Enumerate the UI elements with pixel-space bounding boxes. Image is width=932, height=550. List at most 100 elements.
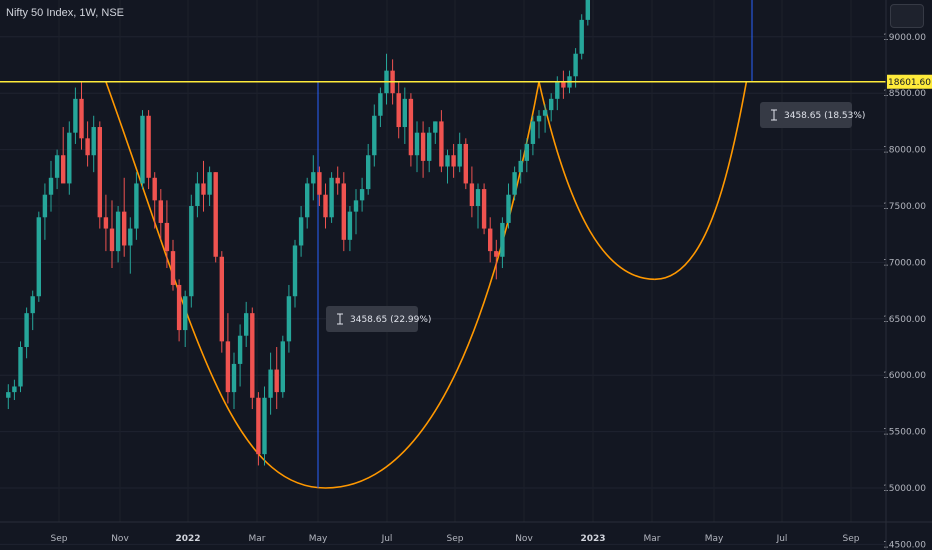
cup-curve-left-b: [325, 81, 540, 489]
candle-body: [512, 172, 517, 195]
candle-body: [286, 296, 292, 342]
candle-body: [561, 81, 566, 88]
candle-body: [445, 155, 450, 167]
candle-body: [506, 194, 511, 223]
horizontal-levels[interactable]: 22140.9018601.6019749.252d 23h: [0, 0, 932, 89]
candle-body: [268, 369, 273, 398]
candle-body: [262, 397, 267, 455]
x-tick-label: May: [309, 534, 328, 544]
measure-label-box: [326, 306, 418, 332]
candle-body: [97, 127, 102, 218]
measure-label-2: 3458.65 (18.53%): [760, 102, 865, 128]
candle-body: [280, 341, 285, 393]
y-tick-label: 18500.00: [883, 89, 926, 99]
candle-body: [585, 0, 590, 20]
candle-body: [494, 251, 499, 257]
candle-body: [298, 217, 304, 246]
x-tick-label: Mar: [644, 534, 661, 544]
candle-body: [91, 127, 96, 156]
candle-body: [481, 189, 487, 229]
candle-body: [170, 251, 176, 285]
support-level-tag: [887, 74, 932, 89]
candle-body: [433, 121, 438, 133]
y-tick-label: 16000.00: [883, 371, 926, 381]
candle-body: [518, 160, 523, 173]
candle-body: [396, 93, 401, 128]
candle-body: [158, 200, 163, 223]
candle-body: [152, 177, 157, 201]
y-tick-label: 18000.00: [883, 146, 926, 156]
candle-body: [250, 313, 255, 398]
candle-body: [42, 194, 48, 218]
candle-body: [427, 132, 432, 161]
measure-label-box: [760, 102, 852, 128]
cup-curve-right-a: [538, 81, 655, 281]
candle-body: [542, 110, 548, 116]
candle-body: [48, 177, 54, 195]
y-tick-label: 14500.00: [883, 540, 926, 550]
candle-body: [329, 177, 334, 218]
candle-body: [164, 222, 170, 252]
y-tick-label: 19000.00: [883, 33, 926, 43]
candle-body: [475, 189, 481, 206]
x-tick-label: Nov: [111, 534, 129, 544]
x-tick-label: Sep: [51, 534, 68, 544]
x-tick-label: Sep: [843, 534, 860, 544]
candle-body: [18, 347, 23, 387]
candlesticks: [6, 0, 590, 466]
candle-body: [305, 183, 310, 218]
candle-body: [347, 211, 353, 240]
candle-body: [311, 172, 316, 184]
candle-body: [134, 183, 139, 229]
candle-body: [195, 183, 200, 206]
candle-body: [451, 155, 456, 167]
candle-body: [524, 143, 529, 161]
candle-body: [256, 397, 261, 455]
x-tick-label: Nov: [515, 534, 533, 544]
candle-body: [176, 284, 182, 331]
candle-body: [6, 392, 11, 398]
candle-body: [372, 115, 377, 156]
x-tick-label: Jul: [776, 534, 788, 544]
candle-body: [579, 19, 584, 54]
candle-body: [335, 177, 340, 184]
candle-body: [420, 132, 426, 161]
cup-curve-left-a: [105, 81, 326, 489]
cup-curve-right-b: [654, 81, 748, 281]
candle-body: [219, 256, 224, 342]
candle-body: [549, 98, 554, 111]
candle-body: [109, 228, 115, 252]
candle-body: [353, 200, 359, 212]
candle-body: [469, 183, 475, 206]
y-tick-label: 17000.00: [883, 258, 926, 268]
measure-label-1: 3458.65 (22.99%): [326, 306, 431, 332]
candle-body: [103, 217, 109, 229]
x-tick-label: Jul: [381, 534, 393, 544]
candle-body: [201, 183, 206, 195]
candle-body: [463, 143, 468, 184]
candle-body: [54, 155, 60, 178]
x-tick-label: 2023: [580, 534, 605, 544]
chart-title: Nifty 50 Index, 1W, NSE: [6, 7, 124, 19]
measure-tools[interactable]: 3458.65 (22.99%) 3458.65 (18.53%): [317, 0, 865, 488]
candle-body: [146, 115, 151, 178]
candle-body: [244, 313, 249, 336]
candle-body: [341, 183, 346, 240]
x-tick-label: Sep: [447, 534, 464, 544]
candle-body: [317, 172, 322, 195]
settings-button[interactable]: [890, 4, 924, 28]
candle-body: [378, 93, 383, 116]
candle-body: [366, 155, 371, 190]
candle-body: [225, 341, 231, 393]
candle-body: [213, 172, 218, 257]
candle-body: [530, 121, 536, 144]
candle-body: [573, 53, 578, 77]
candle-body: [79, 98, 84, 139]
candle-body: [274, 369, 279, 393]
y-tick-label: 15500.00: [883, 428, 926, 438]
candle-body: [36, 217, 41, 297]
candle-body: [402, 98, 407, 128]
candle-body: [292, 245, 298, 297]
